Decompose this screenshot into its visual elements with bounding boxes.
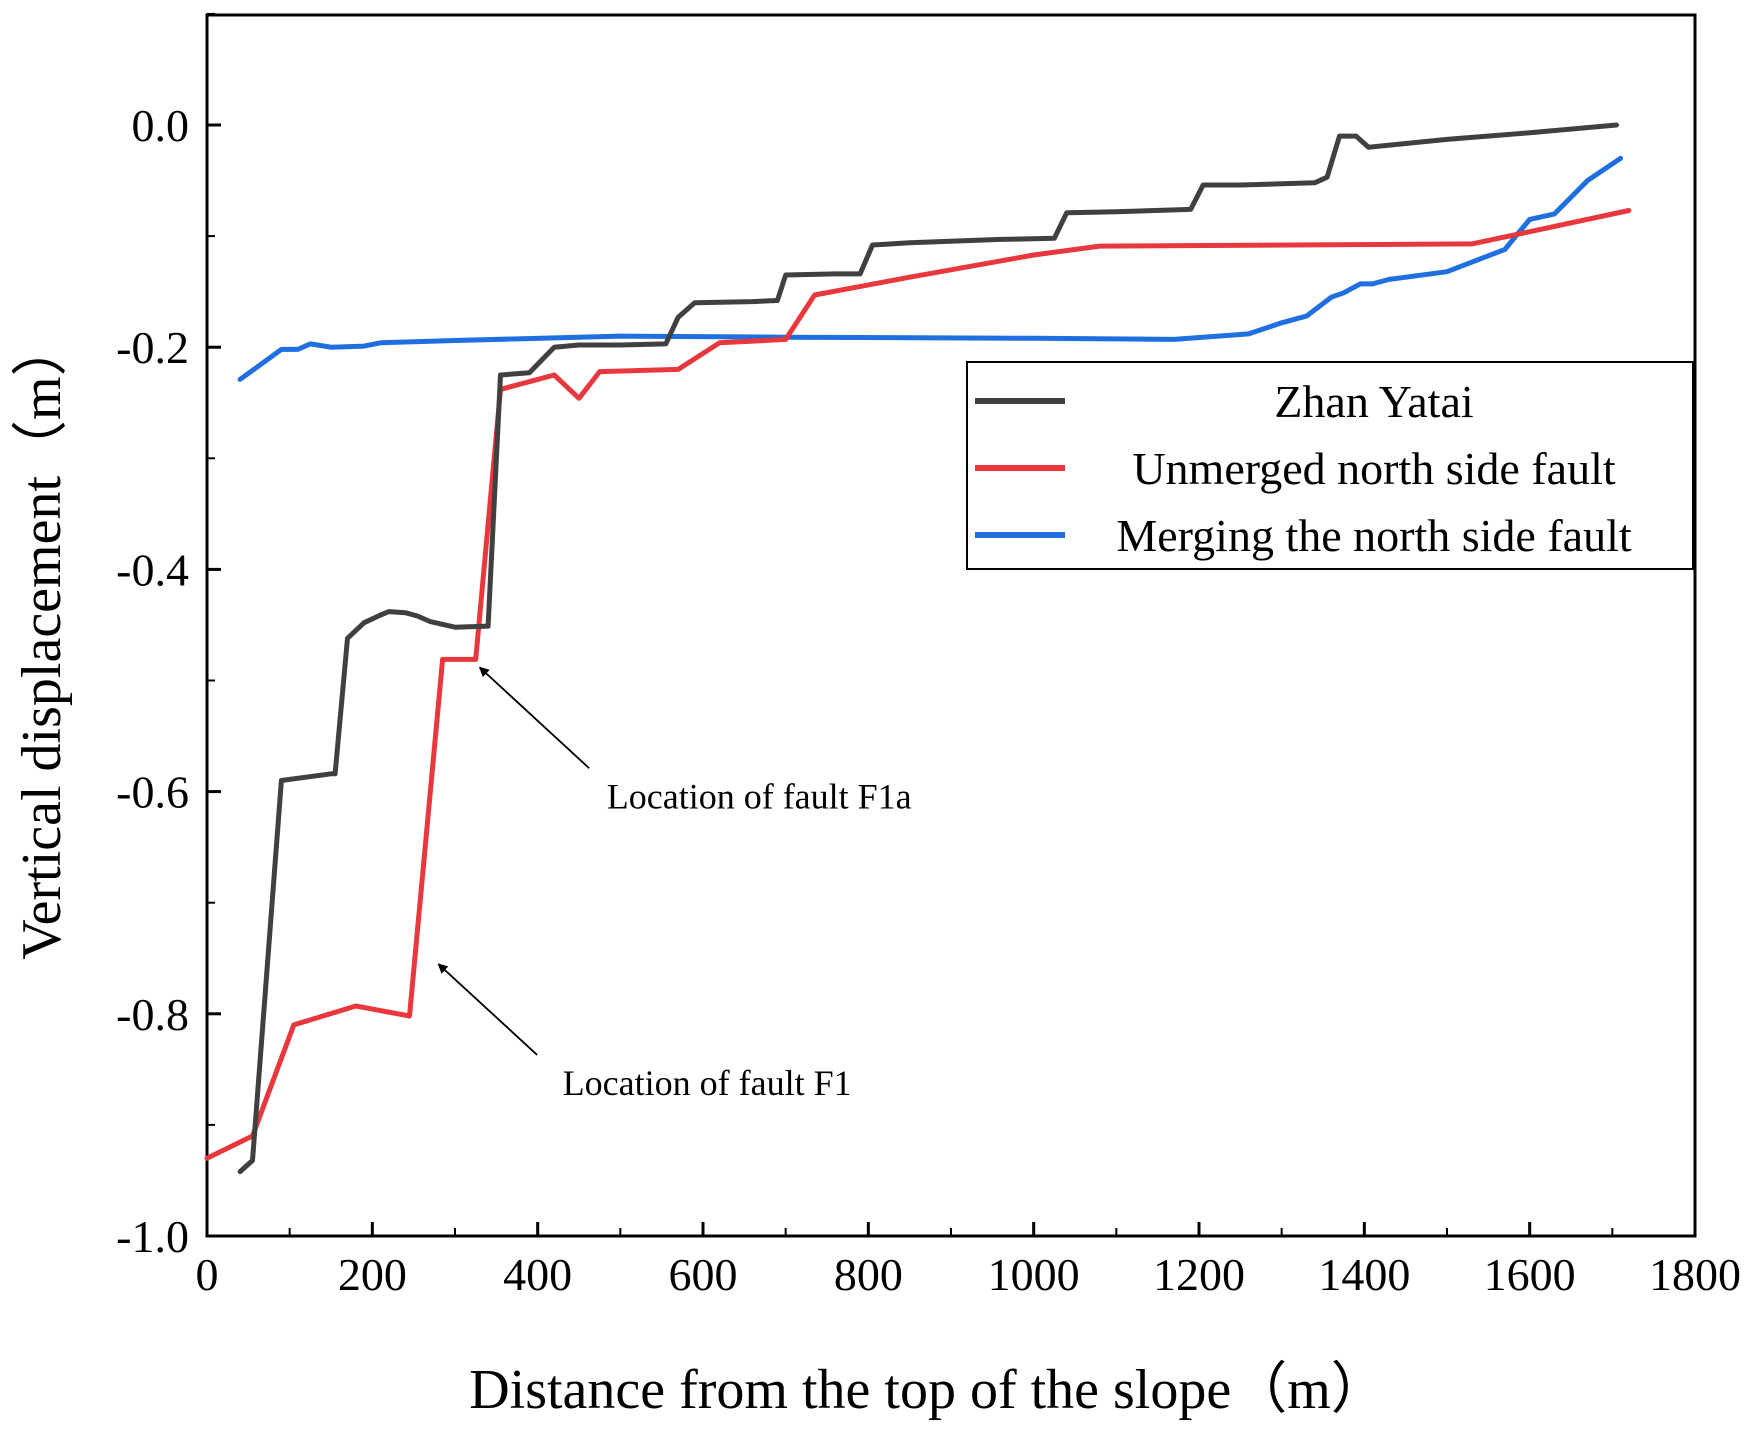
y-tick-label: -1.0 xyxy=(116,1211,189,1262)
x-tick-label: 200 xyxy=(338,1249,407,1300)
series-lines xyxy=(204,122,1632,1175)
plot-area-frame xyxy=(205,13,1697,1238)
annotation-label: Location of fault F1 xyxy=(563,1063,852,1103)
x-tick-label: 1000 xyxy=(988,1249,1080,1300)
y-tick-label: 0.0 xyxy=(132,100,190,151)
series-line-0 xyxy=(237,122,1619,1175)
x-tick-label: 1800 xyxy=(1649,1249,1741,1300)
x-tick-label: 800 xyxy=(834,1249,903,1300)
legend-label-unmerged: Unmerged north side fault xyxy=(1132,443,1616,494)
x-tick-label: 0 xyxy=(196,1249,219,1300)
y-tick-label: -0.6 xyxy=(116,767,189,818)
y-axis-ticks: -1.0 -0.8 -0.6 -0.4 -0.2 0.0 xyxy=(116,12,221,1262)
x-tick-label: 600 xyxy=(669,1249,738,1300)
x-axis-title: Distance from the top of the slope（m） xyxy=(469,1359,1387,1421)
series-line-2 xyxy=(237,155,1624,382)
x-tick-label: 400 xyxy=(503,1249,572,1300)
y-tick-label: -0.4 xyxy=(116,544,189,595)
y-axis-title: Vertical displacement（m） xyxy=(11,320,73,959)
annotation-label: Location of fault F1a xyxy=(607,776,912,816)
legend-label-zhan-yatai: Zhan Yatai xyxy=(1274,376,1473,427)
legend: Zhan Yatai Unmerged north side fault Mer… xyxy=(966,361,1694,570)
legend-box xyxy=(966,361,1694,570)
series-line-1 xyxy=(204,208,1632,1161)
annotations: Location of fault F1a Location of fault F… xyxy=(437,666,912,1103)
legend-label-merging: Merging the north side fault xyxy=(1116,510,1631,561)
annotation-arrow xyxy=(437,963,538,1056)
annotation-arrow xyxy=(478,666,590,769)
x-tick-label: 1600 xyxy=(1484,1249,1576,1300)
y-tick-label: -0.8 xyxy=(116,989,189,1040)
y-tick-label: -0.2 xyxy=(116,322,189,373)
x-axis-ticks: 0 200 400 600 800 1000 1200 1400 1600 1800 xyxy=(196,1222,1741,1300)
x-tick-label: 1200 xyxy=(1153,1249,1245,1300)
x-tick-label: 1400 xyxy=(1318,1249,1410,1300)
